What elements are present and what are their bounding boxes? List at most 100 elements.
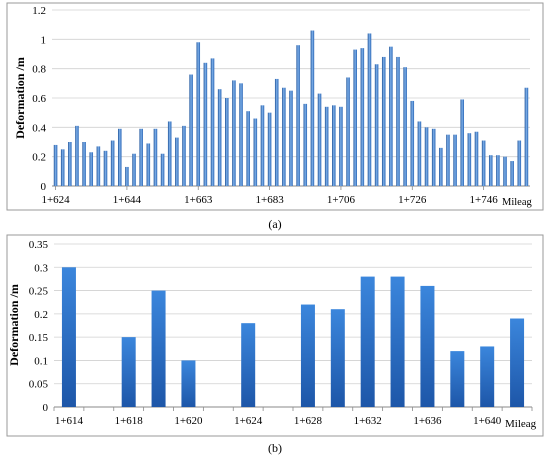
panel-a-bars: [53, 30, 529, 187]
panel-a-xtick-label: 1+706: [327, 194, 356, 206]
panel-a-bar: [324, 106, 329, 186]
panel-a-bar: [189, 74, 193, 186]
panel-a-bar: [367, 33, 372, 186]
panel-b-ytick-label: 0.3: [34, 262, 48, 274]
panel-a-xtick-label: 1+726: [398, 194, 427, 206]
panel-b-caption: (b): [268, 441, 282, 455]
panel-b-xtick-label: 1+624: [234, 415, 263, 427]
panel-b-bar: [330, 309, 345, 407]
panel-a-bar: [310, 30, 315, 187]
panel-a-x-axis-label: Mileag: [502, 197, 532, 208]
panel-b-bar: [510, 318, 525, 407]
panel-a-bar: [517, 140, 522, 186]
panel-b-bar: [241, 323, 256, 407]
panel-b-xtick-label: 1+620: [174, 415, 203, 427]
panel-a-bar: [103, 150, 108, 186]
panel-a-bar: [96, 146, 101, 186]
panel-a-bar: [260, 105, 265, 186]
panel-a-bar: [403, 67, 407, 186]
panel-a-bar: [117, 128, 122, 186]
panel-b-yticks: 0 0.05 0.1 0.15 0.2 0.25 0.3 0.35: [29, 239, 49, 414]
panel-a-ytick-label: 0.2: [32, 152, 46, 164]
panel-a-bar: [267, 112, 272, 186]
panel-a-bar: [289, 90, 293, 186]
panel-a-bar: [417, 121, 422, 186]
panel-a-xtick-label: 1+683: [255, 194, 284, 206]
panel-a-bar: [75, 125, 79, 186]
panel-b-bar: [300, 304, 315, 407]
panel-a-bar: [496, 155, 500, 186]
panel-b-ytick-label: 0.2: [34, 309, 48, 321]
panel-b-y-axis-label: Deformation /m: [7, 284, 21, 366]
panel-a-bar: [60, 149, 65, 186]
panel-b-xtick-label: 1+632: [354, 415, 382, 427]
panel-a-bar: [239, 83, 243, 186]
panel-b-ytick-label: 0.15: [29, 332, 49, 344]
panel-a-bar: [453, 134, 457, 186]
panel-a-bar: [474, 131, 479, 186]
panel-a-bar: [89, 152, 94, 186]
panel-b-xtick-label: 1+636: [413, 415, 442, 427]
panel-a-bar: [139, 128, 143, 186]
panel-a-bar: [503, 156, 507, 186]
panel-b-xtick-label: 1+618: [115, 415, 144, 427]
panel-a-bar: [510, 161, 514, 186]
panel-a-bar: [381, 56, 386, 186]
panel-b-ytick-label: 0.25: [29, 286, 49, 298]
panel-a-ytick-label: 1.2: [32, 5, 46, 17]
panel-b-xtick-label: 1+640: [473, 415, 502, 427]
panel-a-bar: [410, 100, 415, 186]
panel-a-bar: [82, 142, 86, 186]
panel-a-bar: [360, 48, 365, 187]
panel-a-bar: [146, 143, 151, 186]
panel-a-bar: [225, 98, 229, 186]
panel-b-bar: [480, 346, 495, 407]
panel-b-xtick-label: 1+614: [55, 415, 84, 427]
panel-a-bar: [389, 46, 393, 186]
panel-b-xtick-label: 1+628: [294, 415, 323, 427]
panel-a-ytick-label: 0.6: [32, 93, 46, 105]
panel-a-bar: [132, 153, 136, 186]
panel-a-bar: [424, 127, 429, 186]
panel-a-bar: [488, 155, 493, 186]
panel-a-bar: [274, 78, 279, 186]
panel-a-bar: [396, 56, 400, 186]
panel-a-bar: [296, 45, 300, 187]
panel-b: 0 0.05 0.1 0.15 0.2 0.25 0.3 0.35 1+614 1+618 1+6…: [6, 234, 544, 437]
panel-a-xtick-label: 1+746: [470, 194, 499, 206]
panel-a-bar: [253, 118, 258, 186]
panel-b-ytick-label: 0: [43, 402, 49, 414]
panel-b-bar: [360, 276, 375, 407]
panel-a-xtick-label: 1+624: [41, 194, 70, 206]
panel-b-bar: [151, 290, 166, 407]
panel-b-bar: [121, 337, 136, 407]
panel-a-bar: [346, 77, 350, 186]
panel-a-ytick-label: 0.8: [32, 64, 46, 76]
panel-a-bar: [431, 128, 436, 186]
panel-b-ytick-label: 0.1: [34, 355, 48, 367]
panel-a-bar: [210, 58, 215, 186]
panel-b-bars: [61, 267, 525, 407]
panel-a-bar: [481, 140, 486, 186]
panel-a-caption: (a): [268, 217, 281, 231]
panel-a-bar: [353, 49, 357, 186]
panel-a-ytick-label: 0: [41, 181, 47, 193]
panel-a-bar: [339, 106, 343, 186]
panel-b-ytick-label: 0.05: [29, 379, 49, 391]
panel-a-bar: [182, 125, 186, 186]
panel-a-bar: [217, 89, 222, 186]
panel-a: 00.20.40.60.811.2 1+624 1+644 1+663 1+683 1+…: [6, 2, 544, 211]
panel-a-bar: [524, 87, 529, 186]
panel-b-bar: [61, 267, 76, 407]
panel-a-xticks: 1+624 1+644 1+663 1+683 1+706 1+726 1+746: [41, 186, 498, 206]
panel-b-bar: [420, 285, 435, 407]
panel-b-ytick-label: 0.35: [29, 239, 49, 251]
panel-a-bar: [125, 166, 129, 186]
panel-b-bar: [181, 360, 196, 407]
panel-a-bar: [175, 137, 179, 186]
panel-a-bar: [53, 144, 58, 186]
panel-a-bar: [203, 62, 208, 186]
panel-a-bar: [153, 128, 158, 186]
panel-a-ytick-label: 1: [41, 34, 47, 46]
